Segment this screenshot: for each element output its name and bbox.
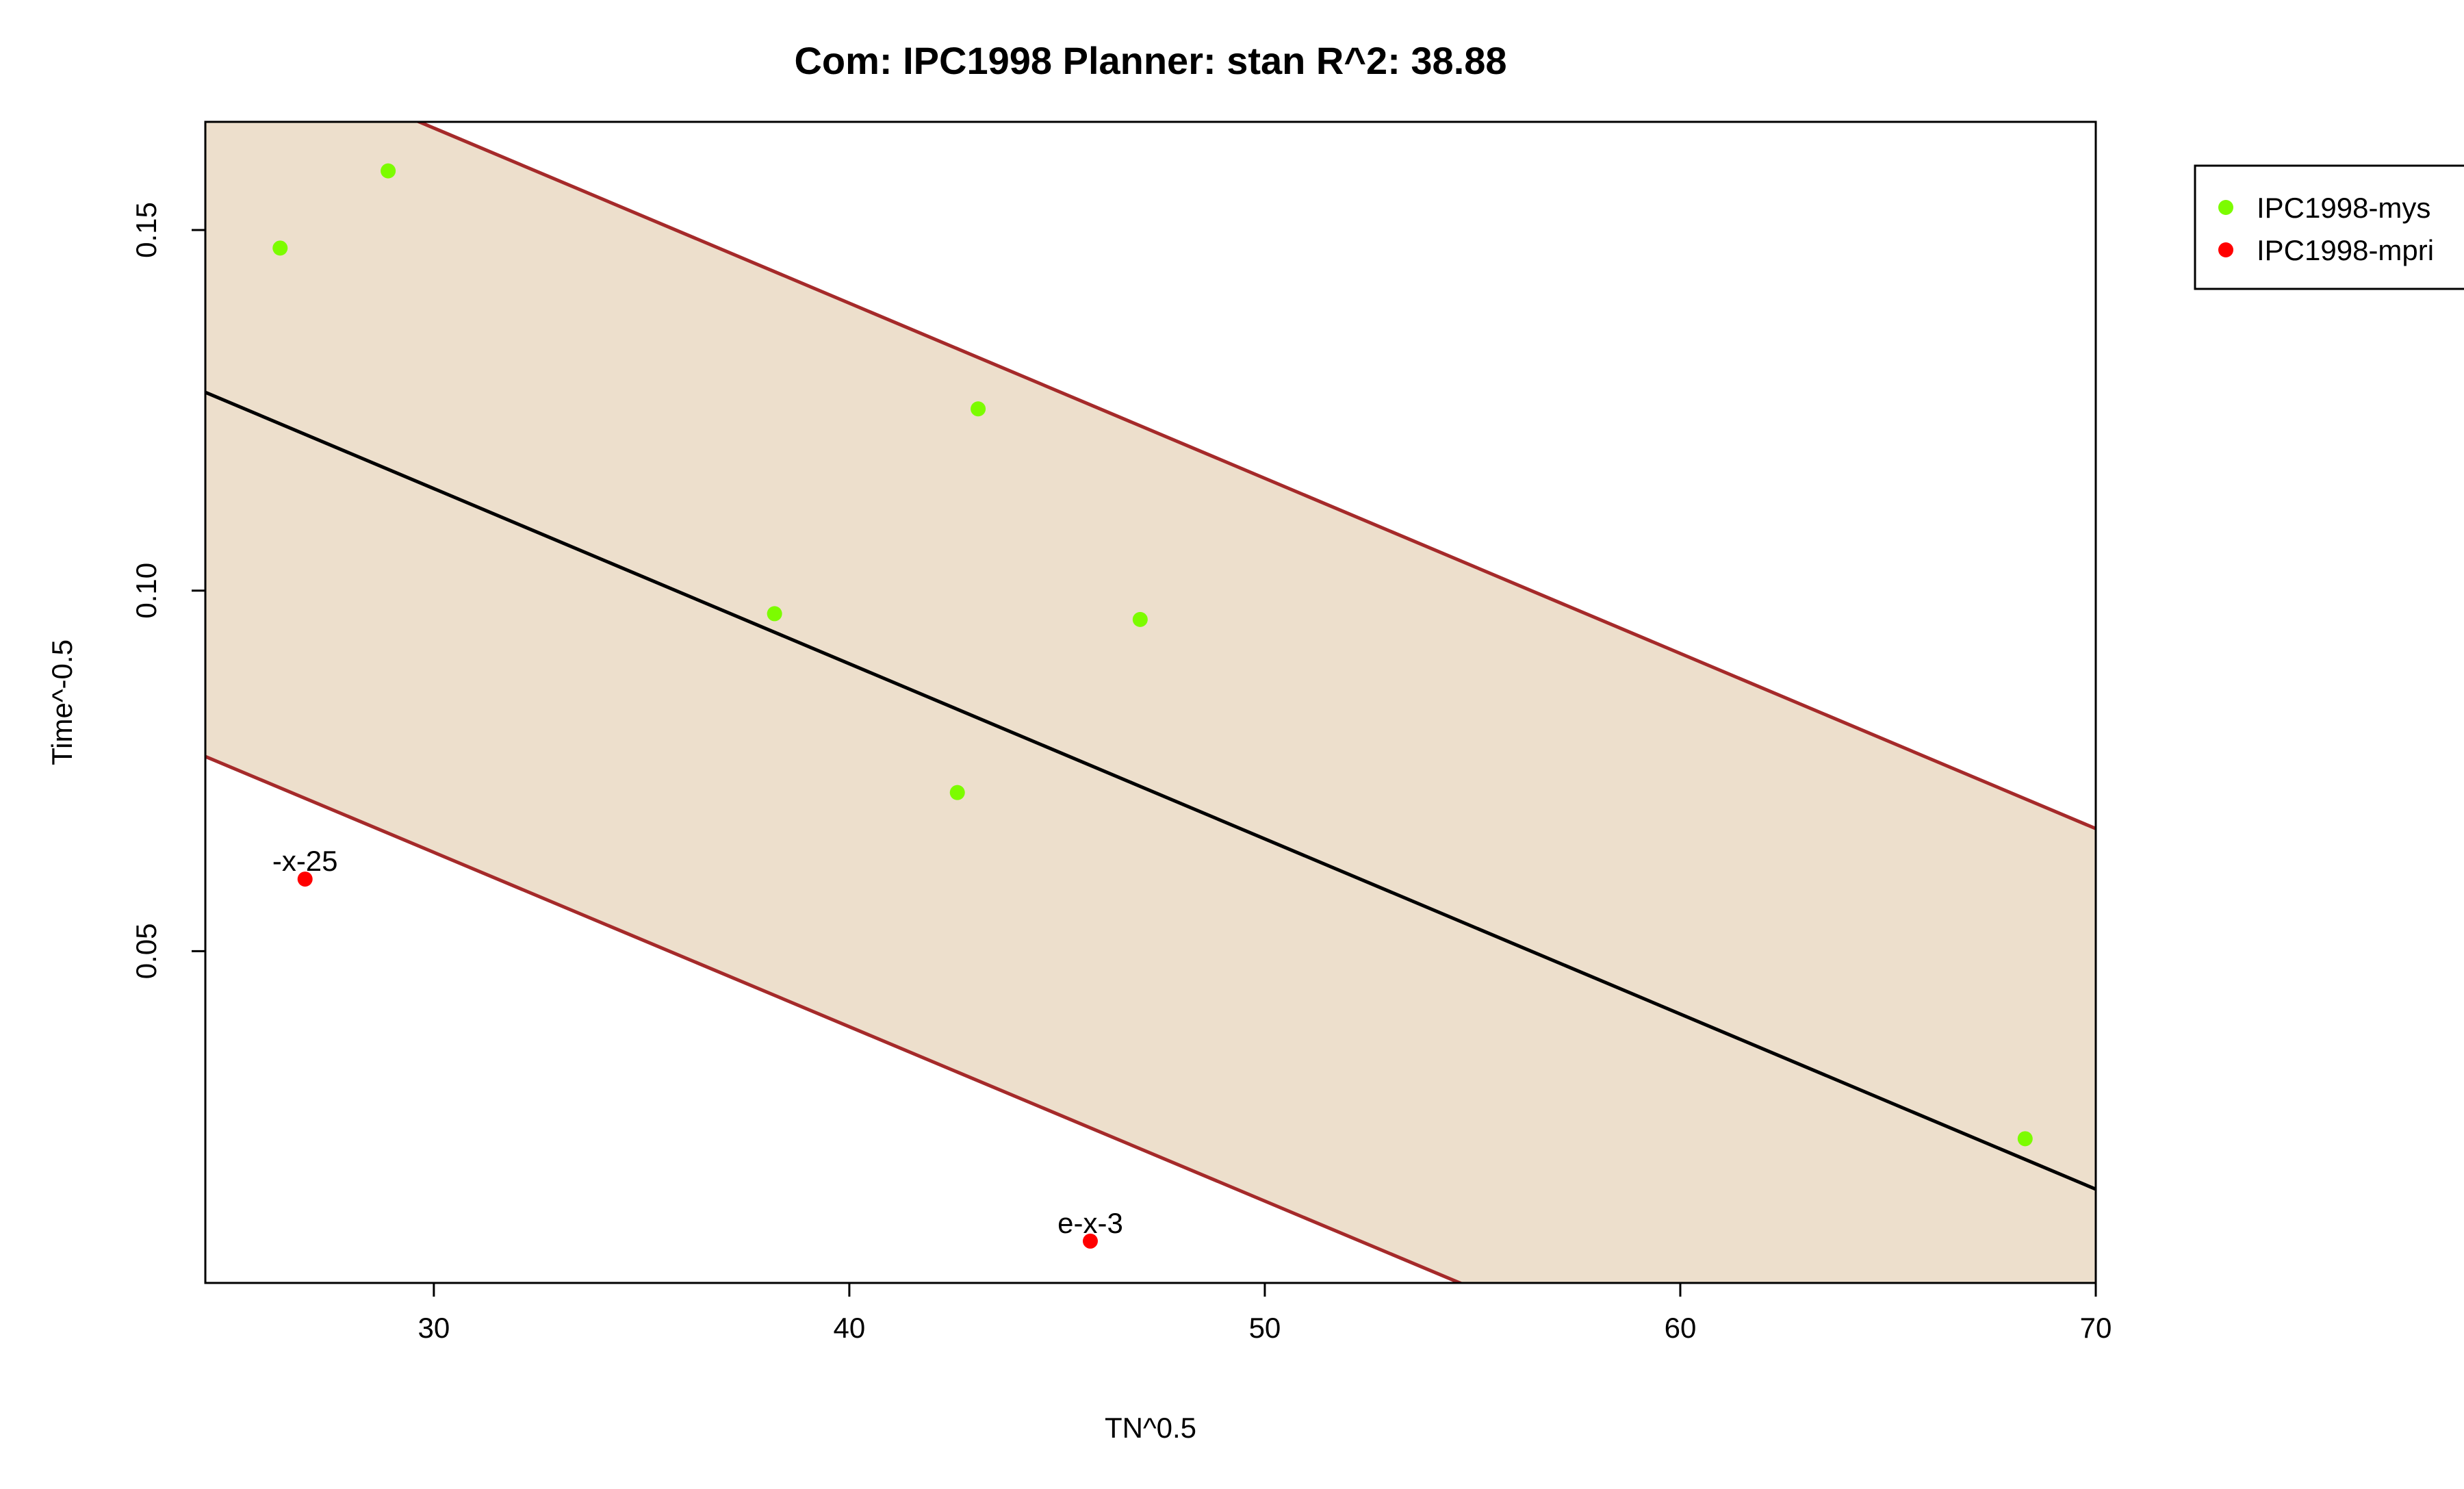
legend-label: IPC1998-mys <box>2257 192 2430 224</box>
point-label: e-x-3 <box>1057 1207 1123 1239</box>
x-axis: 30 40 50 60 70 <box>418 1282 2112 1344</box>
x-tick-label: 60 <box>1665 1312 1697 1344</box>
regression-line <box>205 390 2096 1191</box>
y-axis-label: Time^-0.5 <box>46 639 78 765</box>
data-point <box>767 606 782 622</box>
y-tick-label: 0.05 <box>130 924 162 980</box>
chart-title: Com: IPC1998 Planner: stan R^2: 38.88 <box>794 39 1506 82</box>
legend-label: IPC1998-mpri <box>2257 234 2434 266</box>
data-point <box>1082 1233 1098 1249</box>
data-point <box>272 240 288 256</box>
y-tick-label: 0.15 <box>130 202 162 258</box>
y-tick-label: 0.10 <box>130 563 162 619</box>
x-axis-label: TN^0.5 <box>1105 1412 1196 1444</box>
upper-bound-line <box>415 122 2096 830</box>
x-tick-label: 40 <box>834 1312 866 1344</box>
data-point <box>2017 1131 2033 1147</box>
data-point <box>949 785 965 800</box>
data-point <box>1132 611 1148 627</box>
x-tick-label: 70 <box>2080 1312 2112 1344</box>
point-annotations-layer: -x-25 e-x-3 <box>272 845 1123 1239</box>
prediction-band-area <box>205 122 2096 1283</box>
lower-bound-line <box>205 754 1465 1283</box>
x-tick-label: 50 <box>1249 1312 1281 1344</box>
data-point <box>971 401 986 417</box>
y-axis: 0.05 0.10 0.15 <box>130 202 207 980</box>
legend-marker <box>2218 200 2233 215</box>
data-point <box>297 871 313 887</box>
point-label: -x-25 <box>272 845 338 877</box>
x-tick-label: 30 <box>418 1312 450 1344</box>
data-points-layer <box>272 163 2033 1249</box>
legend: IPC1998-mys IPC1998-mpri <box>2194 164 2464 290</box>
prediction-band-layer <box>205 122 2096 1283</box>
regression-line-layer <box>205 390 2096 1191</box>
legend-box <box>2194 164 2464 290</box>
data-point <box>381 163 396 179</box>
legend-marker <box>2218 242 2233 257</box>
